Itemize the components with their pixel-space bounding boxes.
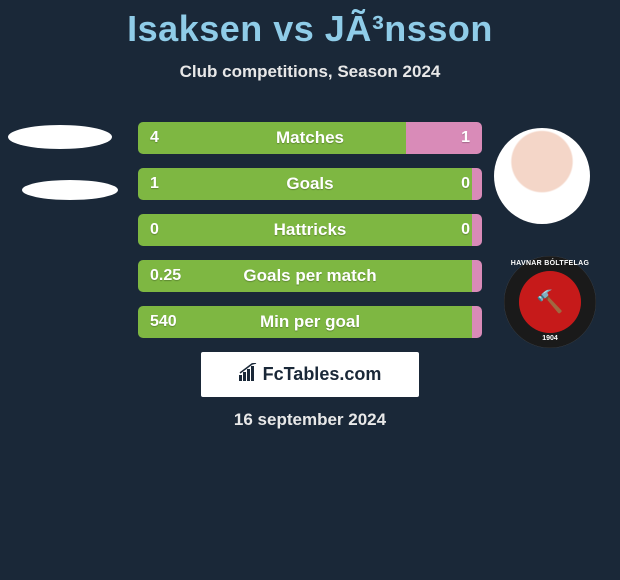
brand-text: FcTables.com — [263, 364, 382, 385]
avatar-left-placeholder-2 — [22, 180, 118, 200]
club-badge: HAVNAR BÓLTFELAG 🔨 1904 — [504, 256, 596, 348]
footer-date: 16 september 2024 — [0, 410, 620, 430]
stat-label: Goals — [138, 168, 482, 200]
stat-row: 41Matches — [138, 122, 482, 154]
avatar-right — [494, 128, 590, 224]
stat-row: 540Min per goal — [138, 306, 482, 338]
stat-label: Min per goal — [138, 306, 482, 338]
stat-row: 10Goals — [138, 168, 482, 200]
stat-row: 00Hattricks — [138, 214, 482, 246]
stat-row: 0.25Goals per match — [138, 260, 482, 292]
page-title: Isaksen vs JÃ³nsson — [0, 0, 620, 50]
stat-label: Matches — [138, 122, 482, 154]
hammer-icon: 🔨 — [519, 271, 581, 333]
brand-box: FcTables.com — [201, 352, 419, 397]
stats-panel: 41Matches 10Goals 00Hattricks 0.25Goals per… — [138, 122, 482, 352]
chart-icon — [239, 363, 259, 386]
stat-label: Hattricks — [138, 214, 482, 246]
club-badge-text: HAVNAR BÓLTFELAG — [511, 260, 589, 267]
club-badge-year: 1904 — [542, 335, 558, 342]
avatar-left-placeholder-1 — [8, 125, 112, 149]
subtitle: Club competitions, Season 2024 — [0, 62, 620, 82]
stat-label: Goals per match — [138, 260, 482, 292]
